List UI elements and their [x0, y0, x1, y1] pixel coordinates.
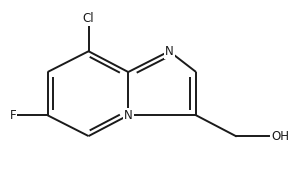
Text: OH: OH — [272, 130, 290, 143]
Text: Cl: Cl — [83, 12, 94, 25]
Text: F: F — [10, 109, 16, 122]
Text: N: N — [165, 45, 174, 58]
Text: N: N — [124, 109, 133, 122]
